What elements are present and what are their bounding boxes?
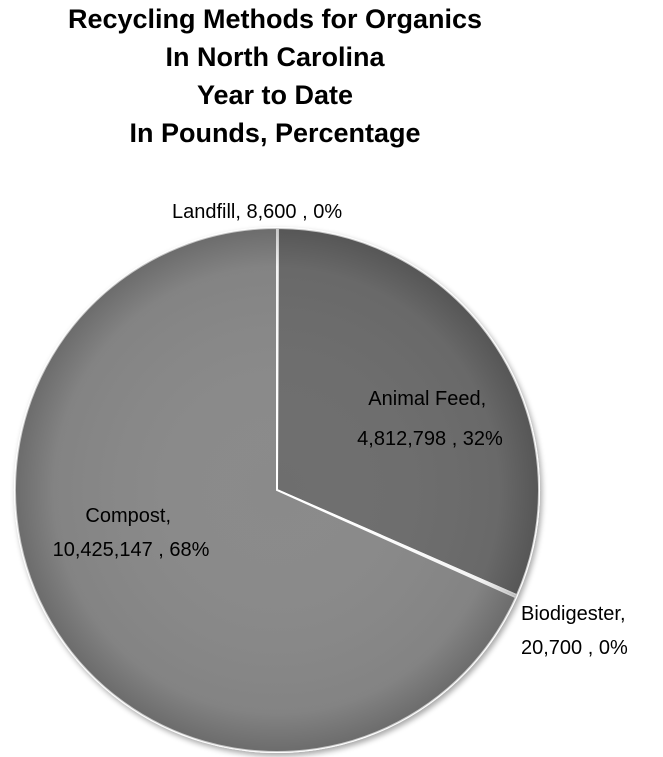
label-landfill: Landfill, 8,600 , 0% — [172, 201, 342, 223]
chart-title-line-4: In Pounds, Percentage — [129, 118, 421, 148]
label-biodigester-value: 20,700 , 0% — [521, 637, 628, 659]
label-landfill-text: Landfill, 8,600 , 0% — [172, 201, 342, 223]
label-compost: Compost, 10,425,147 , 68% — [53, 505, 210, 561]
chart-title-line-1: Recycling Methods for Organics — [67, 4, 483, 34]
label-biodigester-category: Biodigester, — [521, 603, 626, 625]
chart-title-line-2: In North Carolina — [165, 42, 385, 72]
chart-title: Recycling Methods for Organics In North … — [0, 0, 550, 152]
label-animal-feed-value: 4,812,798 , 32% — [357, 428, 503, 450]
chart-title-line-3: Year to Date — [196, 80, 354, 110]
label-animal-feed: Animal Feed, 4,812,798 , 32% — [357, 388, 503, 450]
label-animal-feed-category: Animal Feed, — [368, 388, 486, 410]
label-biodigester: Biodigester, 20,700 , 0% — [521, 603, 631, 659]
label-compost-category: Compost, — [85, 505, 171, 527]
label-compost-value: 10,425,147 , 68% — [53, 539, 210, 561]
